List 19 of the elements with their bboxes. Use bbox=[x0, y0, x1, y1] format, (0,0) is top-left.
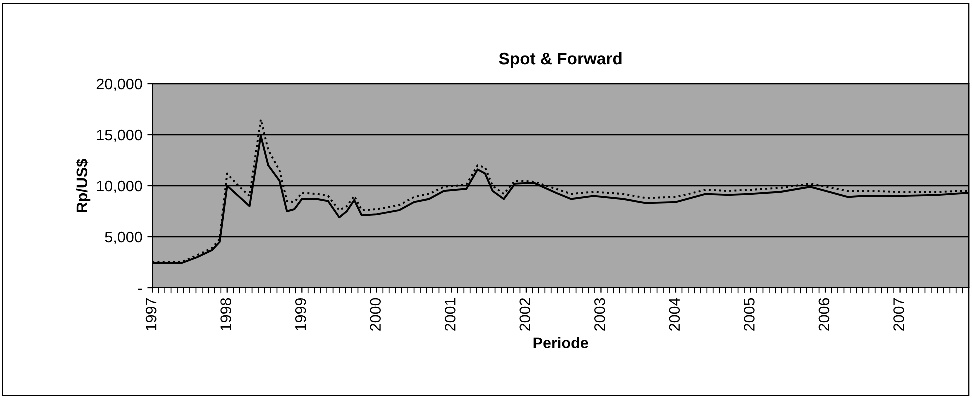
y-axis-title: Rp/US$ bbox=[76, 159, 91, 212]
x-tick-label: 2007 bbox=[894, 298, 904, 331]
y-tick-label: 10,000 bbox=[97, 180, 142, 194]
x-tick-label: 2004 bbox=[669, 298, 680, 331]
x-tick-label: 2000 bbox=[370, 298, 382, 331]
y-tick-label: 20,000 bbox=[96, 78, 142, 92]
x-tick-label: 2006 bbox=[818, 298, 830, 331]
x-axis-title: Periode bbox=[534, 337, 588, 348]
x-tick-label: 1999 bbox=[295, 298, 306, 331]
y-tick-label: 5,000 bbox=[105, 232, 142, 244]
x-tick-label: 2001 bbox=[444, 298, 456, 331]
y-tick-label: - bbox=[138, 288, 142, 290]
x-tick-label: 1998 bbox=[220, 298, 232, 331]
x-tick-label: 2002 bbox=[520, 298, 531, 331]
x-tick-label: 2005 bbox=[744, 298, 755, 331]
y-tick-label: 15,000 bbox=[97, 130, 142, 142]
x-tick-label: 2003 bbox=[594, 298, 606, 331]
chart-title: Spot & Forward bbox=[499, 52, 622, 68]
x-tick-label: 1997 bbox=[146, 298, 157, 331]
